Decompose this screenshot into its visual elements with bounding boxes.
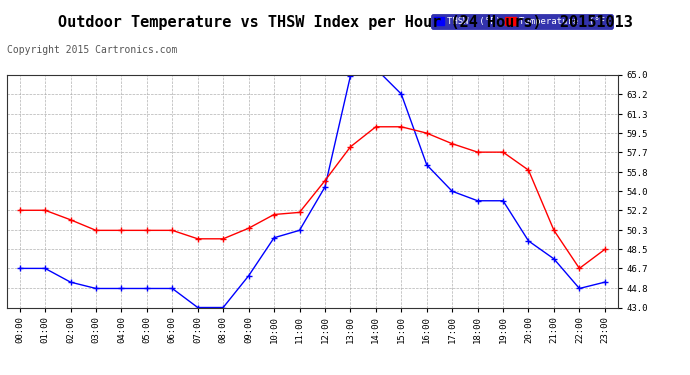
Text: Copyright 2015 Cartronics.com: Copyright 2015 Cartronics.com xyxy=(7,45,177,55)
Legend: THSW  (°F), Temperature  (°F): THSW (°F), Temperature (°F) xyxy=(431,14,613,29)
Text: Outdoor Temperature vs THSW Index per Hour (24 Hours)  20151013: Outdoor Temperature vs THSW Index per Ho… xyxy=(57,15,633,30)
